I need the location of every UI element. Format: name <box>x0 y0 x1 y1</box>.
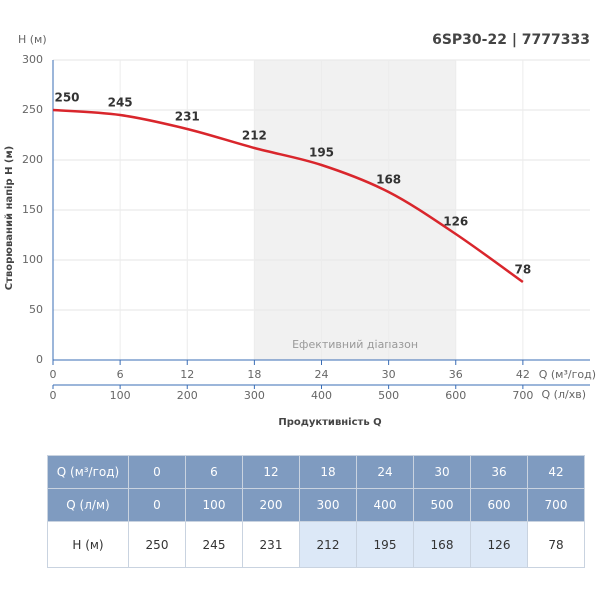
table-cell: 0 <box>128 455 186 489</box>
data-label: 212 <box>242 129 267 143</box>
x-tick-label: 24 <box>315 368 329 381</box>
table-cell: 200 <box>242 488 300 522</box>
table-cell: 42 <box>527 455 585 489</box>
data-label: 126 <box>443 215 468 229</box>
table-cell: 78 <box>527 521 585 568</box>
data-label: 231 <box>175 110 200 124</box>
table-cell: 126 <box>470 521 528 568</box>
x-tick-label: 12 <box>180 368 194 381</box>
table-cell: 245 <box>185 521 243 568</box>
table-cell: 212 <box>299 521 357 568</box>
table-cell: H (м) <box>47 521 129 568</box>
table-cell: 0 <box>128 488 186 522</box>
table-cell: Q (л/м) <box>47 488 129 522</box>
table-cell: 231 <box>242 521 300 568</box>
table-cell: 12 <box>242 455 300 489</box>
y-tick-label: 150 <box>22 203 43 216</box>
x-tick-label: 18 <box>247 368 261 381</box>
table-cell: 600 <box>470 488 528 522</box>
table-cell: Q (м³/год) <box>47 455 129 489</box>
table-cell: 24 <box>356 455 414 489</box>
x2-tick-label: 300 <box>244 389 265 402</box>
curve <box>52 108 524 284</box>
x-axis-label: Продуктивність Q <box>278 417 381 428</box>
table-row: Q (м³/год) 0 6 12 18 24 30 36 42 <box>47 455 585 489</box>
table-cell: 30 <box>413 455 471 489</box>
y-tick-label: 100 <box>22 253 43 266</box>
data-label: 195 <box>309 146 334 160</box>
data-label: 168 <box>376 173 401 187</box>
data-label: 245 <box>108 96 133 110</box>
x-tick-label: 30 <box>382 368 396 381</box>
y-tick-label: 50 <box>29 303 43 316</box>
y-tick-label: 250 <box>22 103 43 116</box>
x-tick-label: 36 <box>449 368 463 381</box>
chart-title: 6SP30-22 | 7777333 <box>432 32 590 48</box>
x2-tick-label: 100 <box>110 389 131 402</box>
y-tick-label: 0 <box>36 353 43 366</box>
table-cell: 500 <box>413 488 471 522</box>
x2-tick-label: 500 <box>378 389 399 402</box>
data-label: 78 <box>515 263 532 277</box>
table-cell: 36 <box>470 455 528 489</box>
table-cell: 18 <box>299 455 357 489</box>
x2-unit: Q (л/хв) <box>542 388 586 401</box>
table-cell: 195 <box>356 521 414 568</box>
data-label: 250 <box>54 91 79 105</box>
table-cell: 300 <box>299 488 357 522</box>
table-row: H (м) 250 245 231 212 195 168 126 78 <box>47 521 585 568</box>
x-tick-label: 6 <box>117 368 124 381</box>
x2-tick-label: 600 <box>445 389 466 402</box>
table-cell: 100 <box>185 488 243 522</box>
y-unit: H (м) <box>18 33 47 46</box>
table-cell: 700 <box>527 488 585 522</box>
table-cell: 400 <box>356 488 414 522</box>
table-cell: 6 <box>185 455 243 489</box>
x-unit: Q (м³/год) <box>539 368 596 381</box>
x-tick-label: 0 <box>50 368 57 381</box>
x2-tick-label: 400 <box>311 389 332 402</box>
x2-tick-label: 200 <box>177 389 198 402</box>
range-label: Ефективний діапазон <box>292 338 418 351</box>
y-axis-label: Створюваний напір H (м) <box>4 146 15 291</box>
chart: 6SP30-22 | 7777333 H (м) Створюваний нап… <box>4 32 596 428</box>
x2-tick-label: 700 <box>512 389 533 402</box>
table-row: Q (л/м) 0 100 200 300 400 500 600 700 <box>47 488 585 522</box>
table-cell: 250 <box>128 521 186 568</box>
x-tick-label: 42 <box>516 368 530 381</box>
y-tick-label: 200 <box>22 153 43 166</box>
y-tick-label: 300 <box>22 53 43 66</box>
data-table: Q (м³/год) 0 6 12 18 24 30 36 42 Q (л/м) 0 100 200 30… <box>47 455 585 568</box>
table-cell: 168 <box>413 521 471 568</box>
x2-tick-label: 0 <box>50 389 57 402</box>
